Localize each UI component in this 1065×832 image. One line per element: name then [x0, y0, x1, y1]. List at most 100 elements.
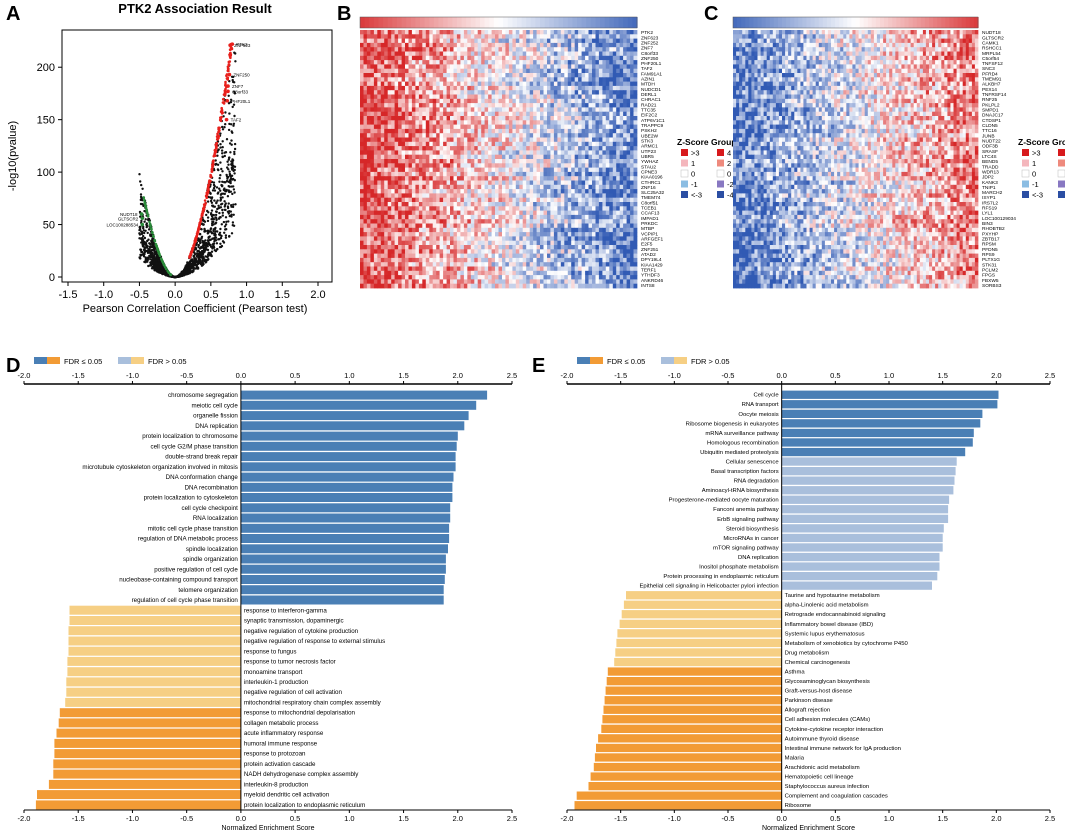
heatmap-cell [495, 107, 499, 113]
heatmap-cell [633, 171, 638, 177]
heatmap-cell [512, 30, 517, 35]
heatmap-cell [592, 34, 596, 39]
heatmap-cell [405, 150, 409, 156]
heatmap-cell [460, 73, 465, 78]
heatmap-cell [547, 167, 551, 173]
heatmap-cell [505, 51, 510, 57]
heatmap-cell [502, 81, 506, 87]
heatmap-cell [363, 77, 368, 82]
scatter-point [207, 211, 210, 214]
heatmap-cell [623, 77, 627, 82]
heatmap-cell [585, 51, 589, 57]
heatmap-cell [550, 176, 555, 181]
heatmap-cell [529, 98, 534, 104]
heatmap-cell [456, 150, 461, 156]
heatmap-cell [508, 38, 513, 44]
heatmap-cell [488, 68, 492, 74]
scatter-point [219, 196, 222, 199]
heatmap-cell [491, 64, 496, 70]
heatmap-cell [446, 111, 451, 117]
heatmap-cell [422, 51, 427, 57]
heatmap-cell [481, 90, 486, 95]
heatmap-cell [605, 146, 610, 151]
heatmap-cell [567, 51, 572, 57]
group-gradient-segment [466, 17, 472, 28]
heatmap-cell [429, 77, 434, 82]
heatmap-cell [550, 103, 555, 108]
scatter-point [223, 151, 226, 154]
heatmap-cell [560, 30, 565, 35]
heatmap-cell [567, 180, 572, 186]
heatmap-cell [453, 85, 458, 91]
heatmap-cell [512, 98, 517, 104]
heatmap-cell [550, 64, 555, 70]
heatmap-cell [564, 64, 569, 70]
heatmap-cell [526, 150, 531, 156]
heatmap-cell [488, 171, 492, 177]
heatmap-cell [470, 116, 475, 121]
heatmap-cell [564, 111, 569, 117]
heatmap-cell [377, 68, 382, 74]
highlight-point [140, 216, 145, 221]
scatter-point-negative [158, 252, 161, 256]
heatmap-cell [540, 154, 544, 160]
heatmap-cell [411, 111, 416, 117]
heatmap-cell [588, 167, 593, 173]
heatmap-cell [519, 167, 524, 173]
heatmap-cell [612, 146, 617, 151]
heatmap-cell [432, 154, 437, 160]
heatmap-cell [370, 146, 375, 151]
scatter-point [163, 271, 167, 274]
heatmap-cell [578, 60, 582, 65]
heatmap-cell [633, 159, 638, 164]
scatter-point [233, 147, 237, 151]
heatmap-cell [512, 116, 517, 121]
heatmap-cell [630, 171, 634, 177]
heatmap-cell [553, 94, 558, 100]
heatmap-cell [502, 180, 506, 186]
heatmap-cell [515, 68, 520, 74]
heatmap-cell [498, 94, 503, 100]
heatmap-cell [432, 184, 437, 190]
heatmap-cell [526, 133, 531, 138]
scatter-point [213, 240, 216, 243]
heatmap-cell [626, 124, 631, 130]
heatmap-cell [373, 107, 378, 113]
scatter-point [147, 238, 150, 241]
heatmap-cell [536, 116, 541, 121]
heatmap-cell [474, 141, 479, 147]
heatmap-cell [491, 55, 496, 61]
heatmap-cell [425, 34, 430, 39]
heatmap-cell [411, 184, 416, 190]
heatmap-cell [633, 176, 638, 181]
heatmap-cell [366, 128, 371, 134]
heatmap-cell [605, 30, 610, 35]
scatter-point [233, 51, 236, 54]
heatmap-cell [543, 64, 548, 70]
heatmap-cell [508, 90, 513, 95]
heatmap-cell [418, 167, 423, 173]
heatmap-cell [363, 154, 368, 160]
heatmap-cell [508, 176, 513, 181]
heatmap-cell [380, 180, 385, 186]
heatmap-cell [557, 159, 562, 164]
heatmap-cell [450, 103, 454, 108]
heatmap-cell [470, 111, 475, 117]
heatmap-cell [373, 81, 378, 87]
heatmap-cell [605, 120, 610, 125]
heatmap-cell [605, 133, 610, 138]
heatmap-cell [533, 107, 537, 113]
heatmap-cell [450, 176, 454, 181]
heatmap-cell [630, 120, 634, 125]
heatmap-cell [439, 111, 444, 117]
heatmap-cell [363, 159, 368, 164]
heatmap-cell [422, 111, 427, 117]
heatmap-cell [415, 184, 420, 190]
scatter-point [207, 236, 210, 240]
heatmap-cell [609, 111, 614, 117]
heatmap-cell [529, 184, 534, 190]
heatmap-cell [529, 73, 534, 78]
heatmap-cell [540, 159, 544, 164]
heatmap-cell [418, 60, 423, 65]
heatmap-cell [602, 176, 607, 181]
